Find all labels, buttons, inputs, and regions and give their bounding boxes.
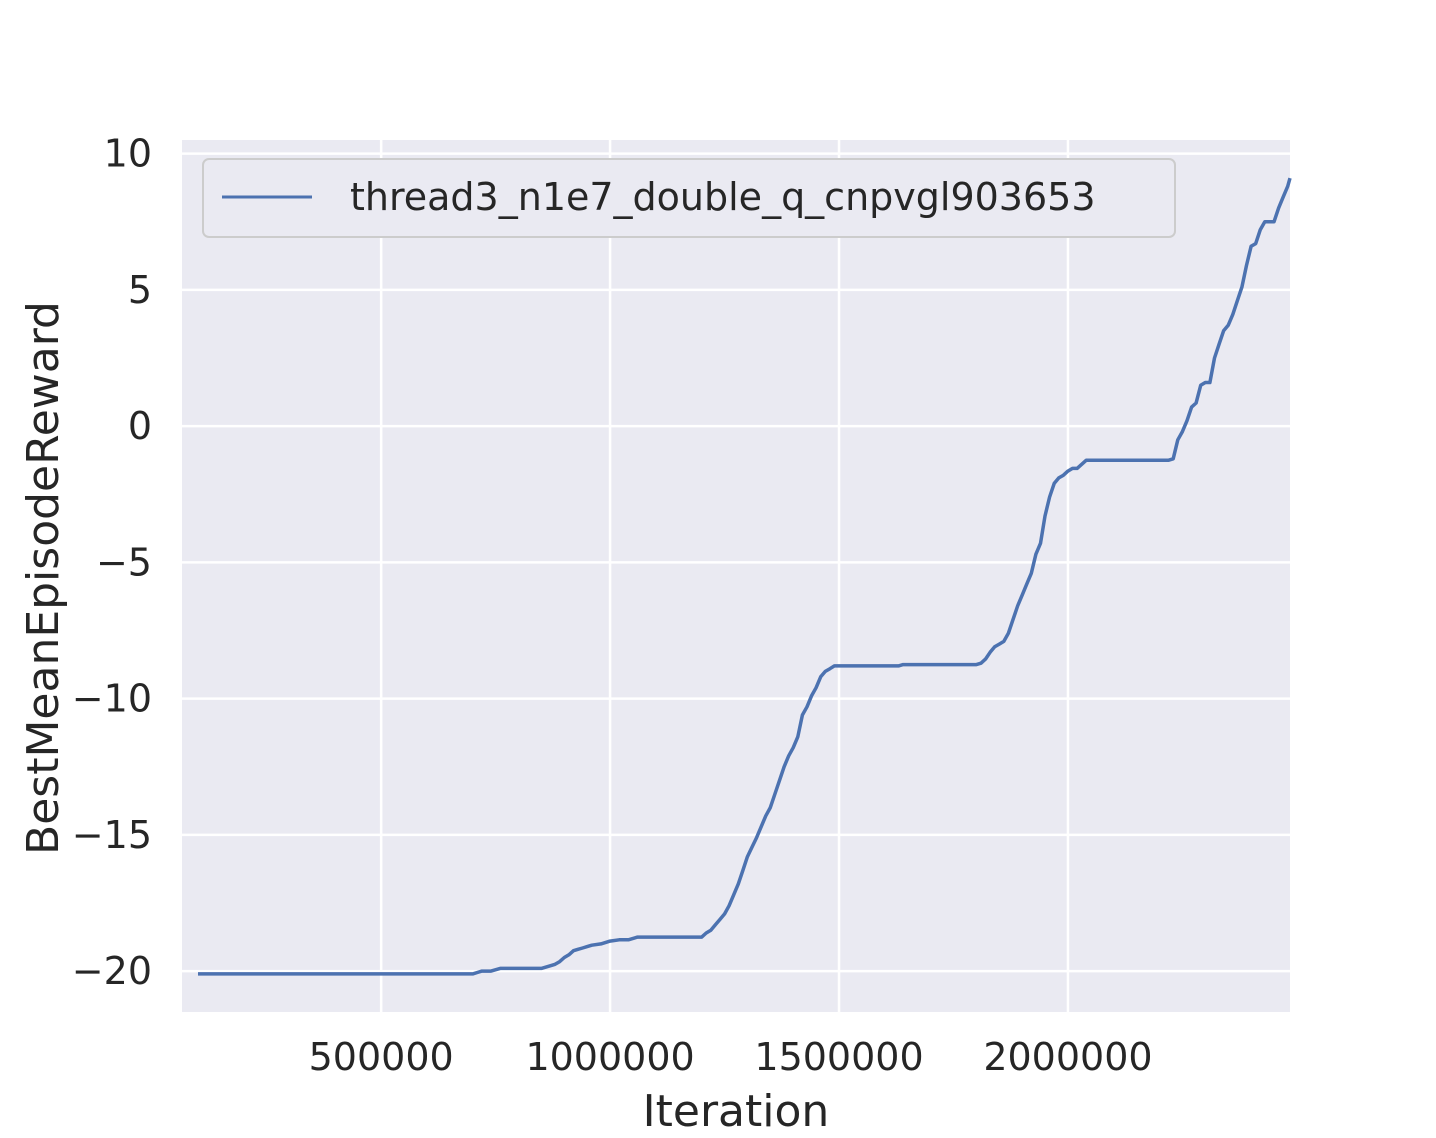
y-tick-label: −10 [72,677,152,721]
series-line [198,177,1292,976]
grid-lines [182,140,1290,1012]
x-axis: 500000 1000000 1500000 2000000 [309,1035,1153,1079]
x-tick-label: 2000000 [983,1035,1152,1079]
x-axis-label: Iteration [643,1086,830,1137]
legend-box [202,158,1176,238]
y-tick-label: 10 [104,132,152,176]
x-tick-label: 500000 [309,1035,454,1079]
x-tick-label: 1000000 [525,1035,694,1079]
y-tick-label: 5 [128,268,152,312]
y-tick-label: −5 [96,540,152,584]
y-tick-label: 0 [128,404,152,448]
y-tick-label: −20 [72,949,152,993]
legend: thread3_n1e7_double_q_cnpvgl903653 [202,158,1176,238]
plot-area [182,140,1290,1012]
y-axis: 10 5 0 −5 −10 −15 −20 [72,132,152,994]
series-layer [198,177,1292,976]
y-axis-label: BestMeanEpisodeReward [18,301,69,855]
legend-entry-label: thread3_n1e7_double_q_cnpvgl903653 [350,175,1096,219]
x-tick-label: 1500000 [754,1035,923,1079]
y-tick-label: −15 [72,813,152,857]
